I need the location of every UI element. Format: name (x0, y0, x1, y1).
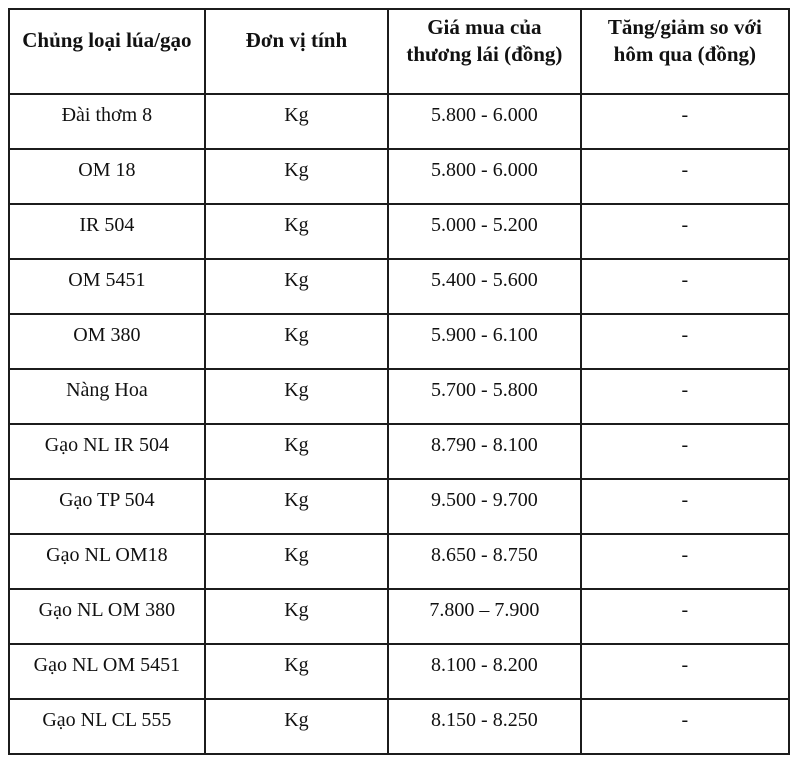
table-row: Gạo NL OM 380 Kg 7.800 – 7.900 - (8, 588, 791, 645)
price-cell: 5.800 - 6.000 (387, 93, 582, 150)
col-header-trader-price: Giá mua của thương lái (đồng) (387, 8, 582, 95)
rice-price-table: Chủng loại lúa/gạo Đơn vị tính Giá mua c… (8, 8, 791, 755)
change-cell: - (579, 258, 791, 315)
rice-type-cell: OM 5451 (8, 258, 206, 315)
table-row: Gạo TP 504 Kg 9.500 - 9.700 - (8, 478, 791, 535)
rice-type-cell: Gạo NL IR 504 (8, 423, 206, 480)
change-cell: - (579, 313, 791, 370)
rice-type-cell: Gạo NL OM 5451 (8, 643, 206, 700)
change-cell: - (579, 423, 791, 480)
rice-type-cell: Đài thơm 8 (8, 93, 206, 150)
table-row: Gạo NL CL 555 Kg 8.150 - 8.250 - (8, 698, 791, 755)
change-cell: - (579, 203, 791, 260)
change-cell: - (579, 478, 791, 535)
unit-cell: Kg (203, 313, 390, 370)
price-cell: 8.150 - 8.250 (387, 698, 582, 755)
unit-cell: Kg (203, 368, 390, 425)
rice-type-cell: Nàng Hoa (8, 368, 206, 425)
unit-cell: Kg (203, 258, 390, 315)
rice-type-cell: Gạo NL OM18 (8, 533, 206, 590)
col-header-unit: Đơn vị tính (203, 8, 390, 95)
unit-cell: Kg (203, 93, 390, 150)
price-cell: 8.790 - 8.100 (387, 423, 582, 480)
price-cell: 8.650 - 8.750 (387, 533, 582, 590)
change-cell: - (579, 93, 791, 150)
table-row: Nàng Hoa Kg 5.700 - 5.800 - (8, 368, 791, 425)
change-cell: - (579, 148, 791, 205)
price-cell: 7.800 – 7.900 (387, 588, 582, 645)
unit-cell: Kg (203, 203, 390, 260)
unit-cell: Kg (203, 533, 390, 590)
table-row: OM 5451 Kg 5.400 - 5.600 - (8, 258, 791, 315)
unit-cell: Kg (203, 643, 390, 700)
table-row: OM 18 Kg 5.800 - 6.000 - (8, 148, 791, 205)
price-cell: 9.500 - 9.700 (387, 478, 582, 535)
rice-type-cell: Gạo TP 504 (8, 478, 206, 535)
rice-type-cell: OM 380 (8, 313, 206, 370)
unit-cell: Kg (203, 588, 390, 645)
table-row: Đài thơm 8 Kg 5.800 - 6.000 - (8, 93, 791, 150)
rice-type-cell: Gạo NL OM 380 (8, 588, 206, 645)
price-cell: 5.400 - 5.600 (387, 258, 582, 315)
col-header-change-vs-yesterday: Tăng/giảm so với hôm qua (đồng) (579, 8, 791, 95)
unit-cell: Kg (203, 698, 390, 755)
table-row: OM 380 Kg 5.900 - 6.100 - (8, 313, 791, 370)
unit-cell: Kg (203, 148, 390, 205)
table-header-row: Chủng loại lúa/gạo Đơn vị tính Giá mua c… (8, 8, 791, 95)
price-cell: 5.800 - 6.000 (387, 148, 582, 205)
table-row: Gạo NL OM 5451 Kg 8.100 - 8.200 - (8, 643, 791, 700)
change-cell: - (579, 368, 791, 425)
change-cell: - (579, 533, 791, 590)
rice-type-cell: IR 504 (8, 203, 206, 260)
price-cell: 5.900 - 6.100 (387, 313, 582, 370)
price-cell: 5.000 - 5.200 (387, 203, 582, 260)
change-cell: - (579, 588, 791, 645)
unit-cell: Kg (203, 478, 390, 535)
change-cell: - (579, 698, 791, 755)
table-row: IR 504 Kg 5.000 - 5.200 - (8, 203, 791, 260)
table-row: Gạo NL OM18 Kg 8.650 - 8.750 - (8, 533, 791, 590)
change-cell: - (579, 643, 791, 700)
col-header-rice-type: Chủng loại lúa/gạo (8, 8, 206, 95)
unit-cell: Kg (203, 423, 390, 480)
price-cell: 8.100 - 8.200 (387, 643, 582, 700)
rice-type-cell: OM 18 (8, 148, 206, 205)
table-row: Gạo NL IR 504 Kg 8.790 - 8.100 - (8, 423, 791, 480)
price-cell: 5.700 - 5.800 (387, 368, 582, 425)
rice-type-cell: Gạo NL CL 555 (8, 698, 206, 755)
